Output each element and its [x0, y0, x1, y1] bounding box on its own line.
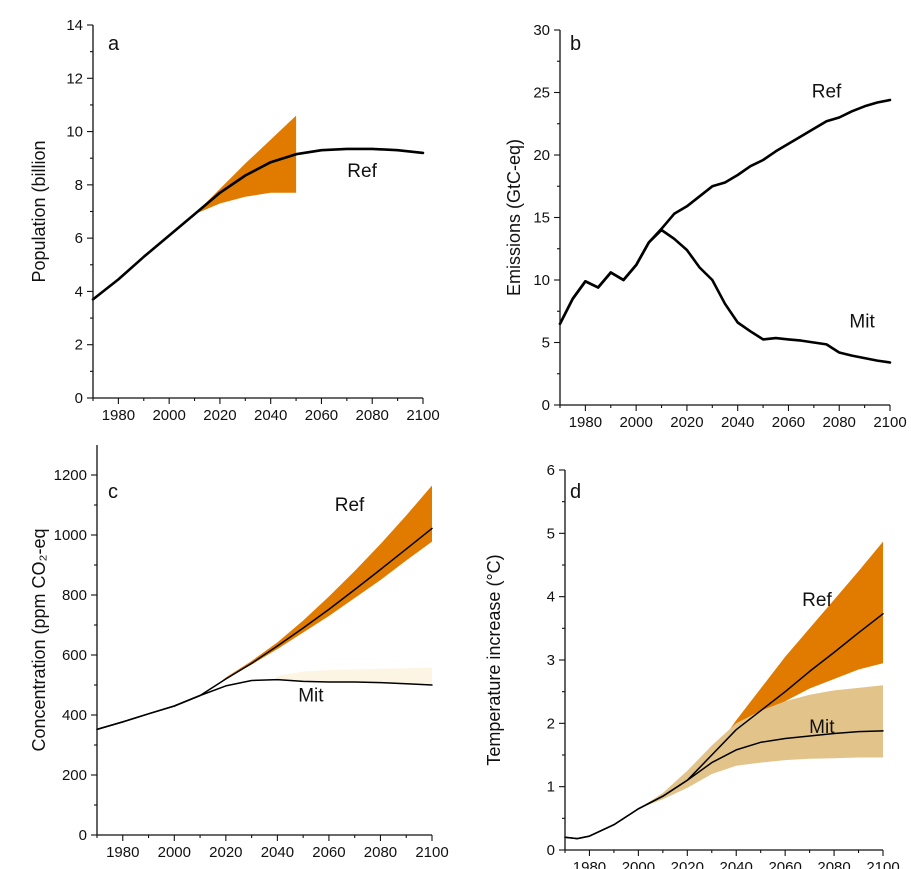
series-line-mit — [558, 228, 892, 364]
x-tick-label: 2060 — [312, 844, 345, 861]
y-tick-label: 4 — [75, 283, 83, 300]
uncertainty-band-2 — [277, 667, 432, 685]
x-tick-label: 1980 — [569, 414, 602, 431]
panel-label: a — [108, 33, 120, 55]
annotation-ref: Ref — [347, 161, 377, 182]
x-tick-label: 2040 — [261, 844, 294, 861]
y-tick-label: 20 — [533, 147, 550, 164]
y-tick-label: 14 — [66, 17, 83, 34]
x-tick-label: 2100 — [866, 859, 899, 869]
uncertainty-band-1 — [711, 541, 883, 755]
panel-b: 0 5 10 15 20 25 30 1980 2000 2020 2040 2060 2080 2100… — [504, 22, 907, 431]
y-tick-label: 0 — [75, 390, 83, 407]
annotation-mit: Mit — [809, 717, 835, 738]
x-tick-label: 2080 — [364, 844, 397, 861]
x-tick-label: 1980 — [573, 859, 606, 869]
y-tick-label: 400 — [62, 707, 87, 724]
y-tick-label: 12 — [66, 70, 83, 87]
series-line-mit — [564, 730, 884, 840]
y-tick-label: 5 — [542, 335, 550, 352]
y-tick-label: 15 — [533, 210, 550, 227]
x-tick-label: 1980 — [102, 407, 135, 424]
x-tick-label: 2000 — [619, 414, 652, 431]
annotation-mit: Mit — [298, 686, 324, 707]
annotation-mit: Mit — [849, 312, 875, 333]
x-tick-label: 2020 — [670, 414, 703, 431]
panel-d: 0 1 2 3 4 5 6 1980 2000 2020 2040 2060 2080 2100 Tempe… — [484, 462, 900, 869]
x-tick-label: 1980 — [106, 844, 139, 861]
annotation-ref: Ref — [812, 82, 842, 103]
y-tick-label: 8 — [75, 177, 83, 194]
y-tick-label: 1000 — [54, 527, 87, 544]
x-tick-label: 2080 — [356, 407, 389, 424]
y-tick-label: 800 — [62, 587, 87, 604]
x-tick-label: 2040 — [720, 859, 753, 869]
y-axis-title: Temperature increase (°C) — [484, 554, 504, 765]
y-tick-label: 0 — [542, 397, 550, 414]
y-axis-title: Concentration (ppm CO₂-eq — [29, 528, 49, 751]
x-tick-label: 2100 — [415, 844, 448, 861]
panel-c: 0 200 400 600 800 1000 1200 1980 2000 2020 2040 206… — [29, 445, 449, 861]
x-tick-label: 2100 — [873, 414, 906, 431]
x-tick-label: 2060 — [772, 414, 805, 431]
y-tick-label: 4 — [547, 589, 555, 606]
series-line-mit — [96, 678, 433, 731]
y-tick-label: 0 — [547, 842, 555, 859]
panel-label: b — [570, 33, 581, 55]
x-tick-label: 2000 — [158, 844, 191, 861]
y-tick-label: 10 — [66, 124, 83, 141]
x-tick-label: 2000 — [152, 407, 185, 424]
y-tick-label: 1200 — [54, 467, 87, 484]
series-line-ref — [91, 147, 425, 301]
x-tick-label: 2060 — [305, 407, 338, 424]
x-tick-label: 2020 — [203, 407, 236, 424]
x-tick-label: 2040 — [254, 407, 287, 424]
y-tick-label: 25 — [533, 85, 550, 102]
y-tick-label: 200 — [62, 767, 87, 784]
y-tick-label: 0 — [79, 827, 87, 844]
y-tick-label: 2 — [547, 715, 555, 732]
y-tick-label: 5 — [547, 525, 555, 542]
y-tick-label: 3 — [547, 652, 555, 669]
uncertainty-band-1 — [194, 115, 297, 215]
annotation-ref: Ref — [802, 590, 832, 611]
panel-label: c — [108, 481, 118, 503]
y-tick-label: 2 — [75, 337, 83, 354]
uncertainty-band-2 — [638, 685, 883, 809]
x-tick-label: 2020 — [671, 859, 704, 869]
y-tick-label: 30 — [533, 22, 550, 39]
panel-a: 0 2 4 6 8 10 12 14 1980 2000 2020 2040 2060 2080 2100 P… — [29, 17, 440, 424]
x-tick-label: 2040 — [721, 414, 754, 431]
annotation-ref: Ref — [335, 495, 365, 516]
y-tick-label: 6 — [75, 230, 83, 247]
x-tick-label: 2060 — [768, 859, 801, 869]
y-tick-label: 600 — [62, 647, 87, 664]
x-tick-label: 2080 — [823, 414, 856, 431]
y-tick-label: 10 — [533, 272, 550, 289]
x-tick-label: 2080 — [817, 859, 850, 869]
x-tick-label: 2020 — [209, 844, 242, 861]
uncertainty-band-1 — [213, 485, 432, 688]
x-tick-label: 2100 — [406, 407, 439, 424]
y-tick-label: 1 — [547, 779, 555, 796]
series-line-ref — [558, 98, 892, 326]
panel-label: d — [570, 481, 581, 503]
x-tick-label: 2000 — [622, 859, 655, 869]
y-axis-title: Population (billion — [29, 140, 49, 282]
y-axis-title: Emissions (GtC-eq) — [504, 139, 524, 296]
y-tick-label: 6 — [547, 462, 555, 479]
